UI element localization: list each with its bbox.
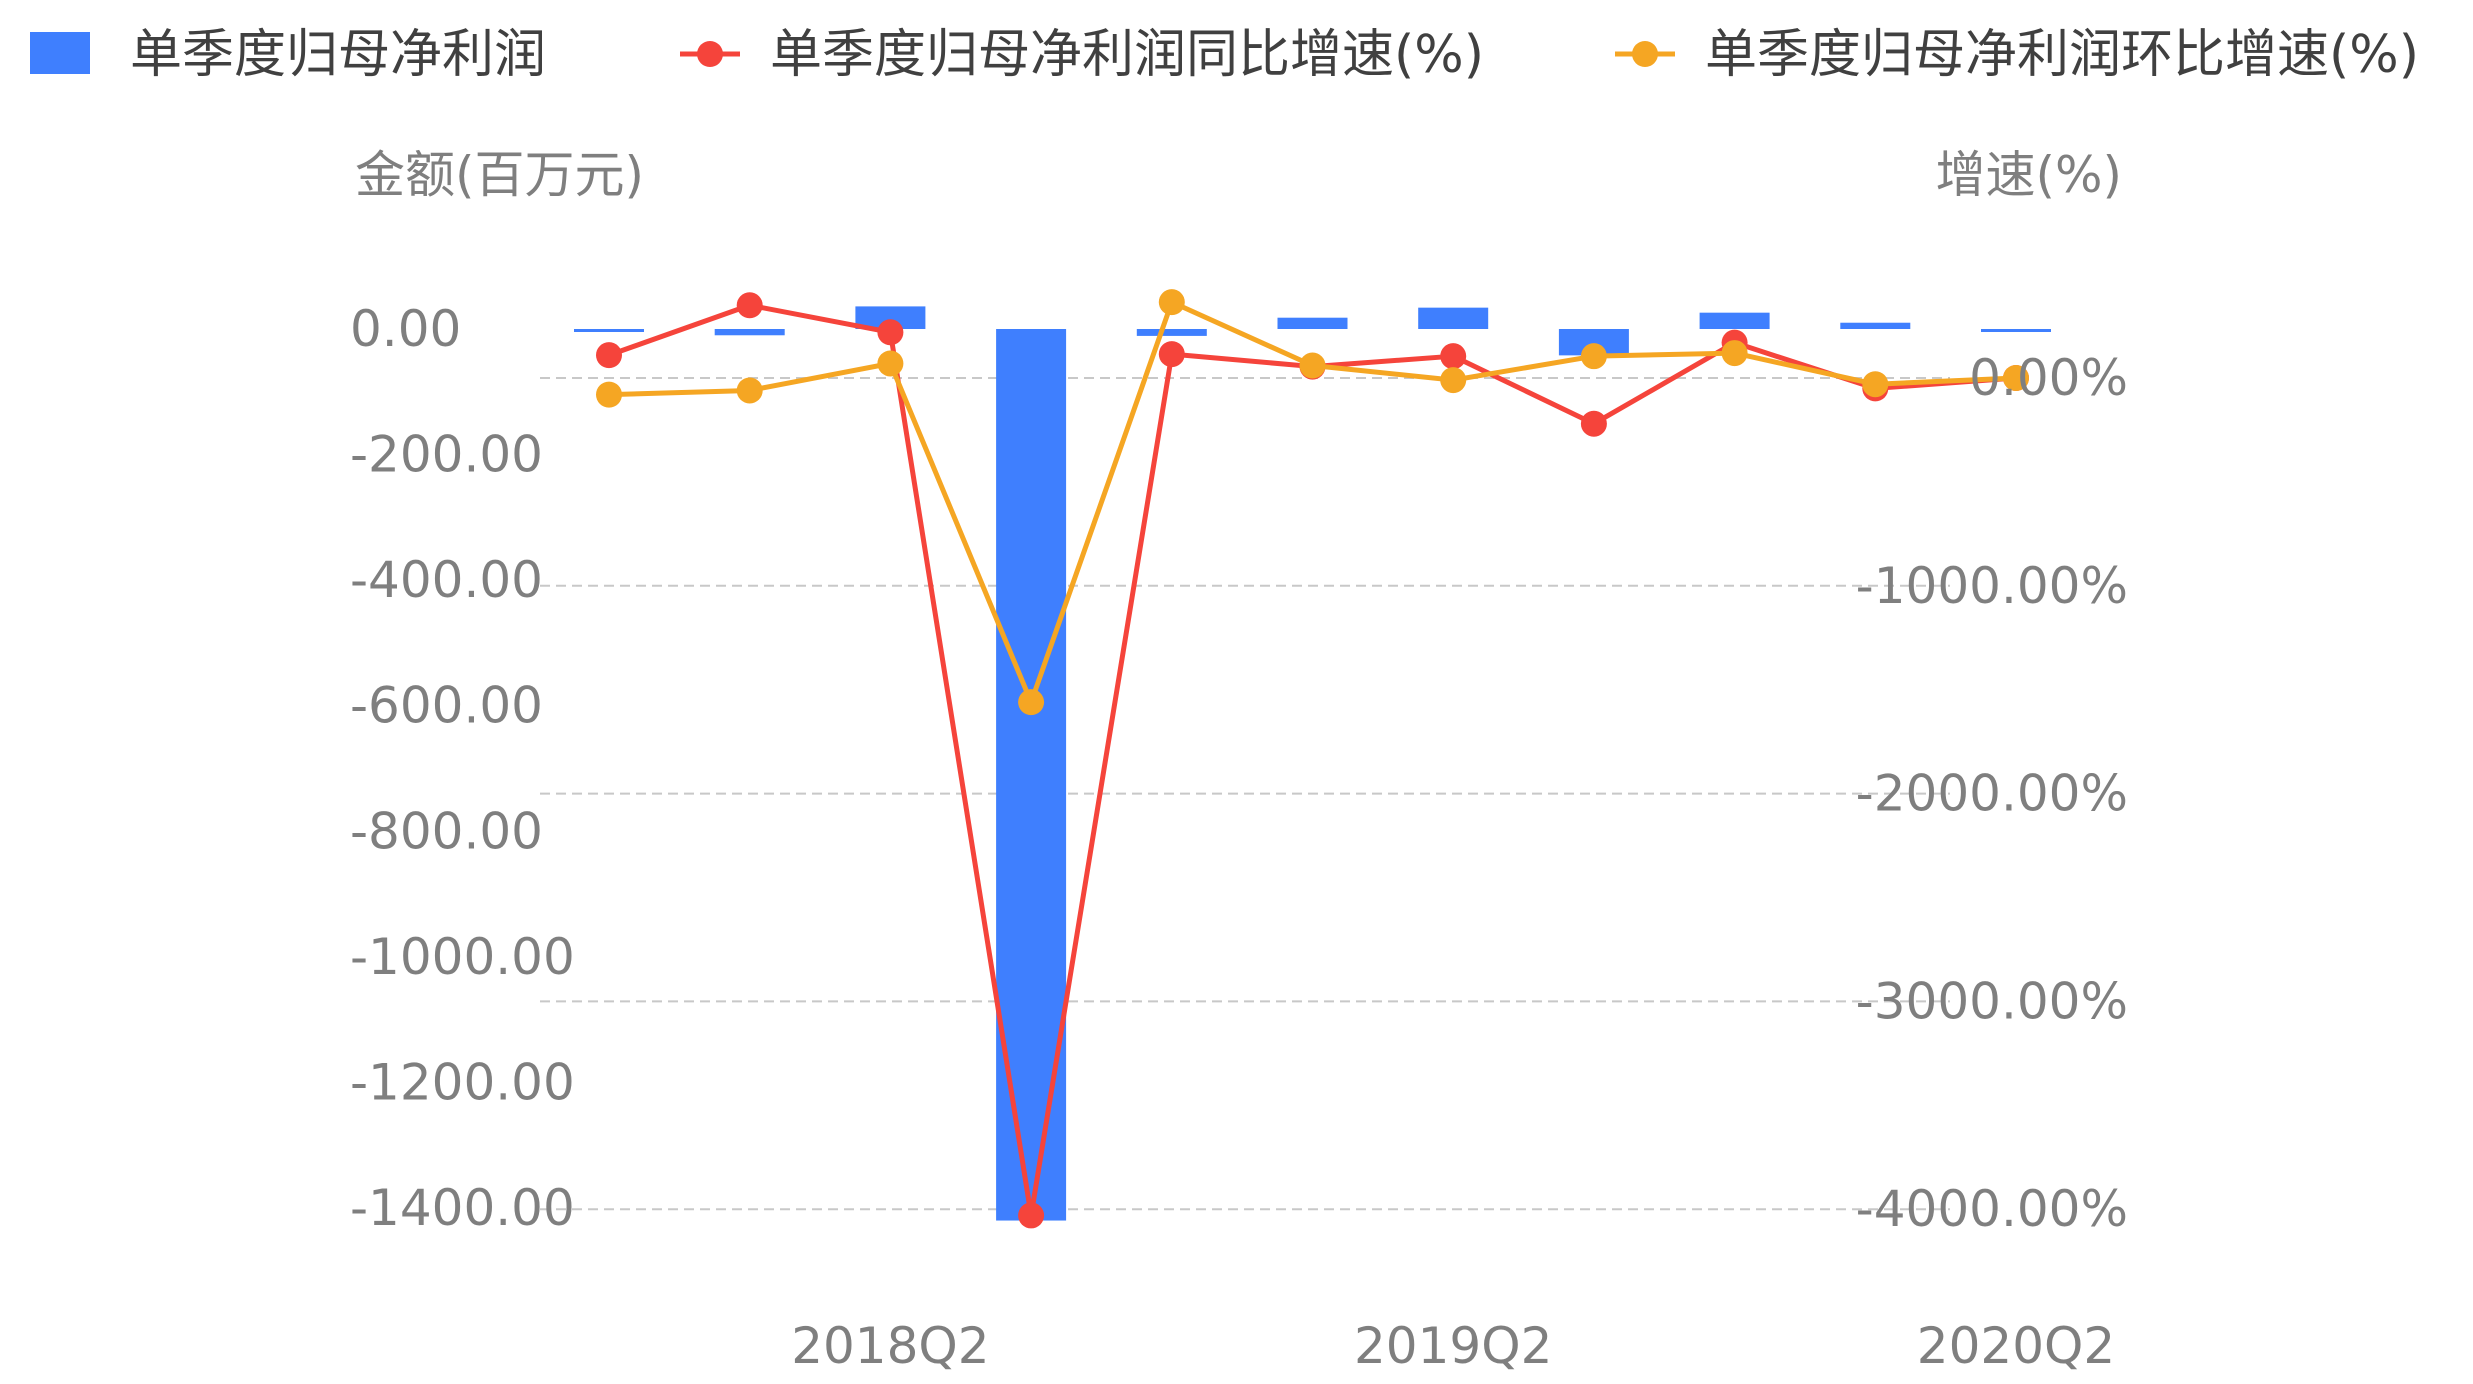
line-point [736, 292, 763, 319]
right-axis: 增速(%) 0.00% -1000.00% -2000.00% -3000.00% -4… [1856, 146, 2128, 1238]
left-axis: 金额(百万元) 0.00 -200.00 -400.00 -600.00 -800.00… [350, 146, 644, 1237]
line-point [1158, 289, 1185, 316]
bar [1136, 329, 1207, 336]
left-axis-tick-label: -200.00 [350, 426, 543, 484]
legend-label: 单季度归母净利润同比增速(%) [770, 25, 1484, 85]
bar [1699, 312, 1770, 329]
line-point [2003, 365, 2029, 391]
right-axis-tick-label: 0.00% [1969, 349, 2128, 407]
line-point [1721, 340, 1748, 367]
line-point [877, 319, 904, 346]
x-axis-tick-label: 2019Q2 [1354, 1317, 1552, 1375]
legend-label: 单季度归母净利润环比增速(%) [1705, 25, 2419, 85]
bar-series [574, 306, 2051, 1221]
line-point [596, 342, 622, 369]
bar [574, 329, 644, 332]
left-axis-tick-label: 0.00 [350, 300, 461, 358]
left-axis-tick-label: -400.00 [350, 551, 543, 609]
legend: 单季度归母净利润 单季度归母净利润同比增速(%) 单季度归母净利润环比增速(%) [30, 25, 2419, 85]
line-point [1018, 689, 1045, 716]
line-point [1299, 352, 1326, 379]
left-axis-tick-label: -1000.00 [350, 928, 575, 986]
bar [1277, 317, 1348, 329]
bar [714, 329, 785, 336]
line-point [1580, 410, 1607, 437]
series-line [608, 302, 2017, 1218]
legend-swatch-marker [697, 41, 723, 67]
right-axis-tick-label: -2000.00% [1856, 765, 2128, 823]
left-axis-tick-label: -1400.00 [350, 1179, 575, 1237]
line-point [1158, 341, 1185, 368]
grid-lines [540, 377, 1950, 1211]
left-axis-tick-label: -600.00 [350, 677, 543, 735]
x-axis-tick-label: 2020Q2 [1917, 1317, 2115, 1375]
line-point [877, 350, 904, 377]
line-point [1440, 367, 1467, 394]
right-axis-tick-label: -1000.00% [1856, 557, 2128, 615]
x-axis: 2018Q2 2019Q2 2020Q2 [791, 1317, 2115, 1375]
right-axis-tick-label: -4000.00% [1856, 1180, 2128, 1238]
line-point [1862, 371, 1889, 398]
bar [1981, 329, 2051, 332]
bar [996, 329, 1067, 1221]
right-axis-title: 增速(%) [1935, 146, 2122, 204]
line-point [736, 377, 763, 404]
left-axis-title: 金额(百万元) [355, 146, 644, 204]
right-axis-tick-label: -3000.00% [1856, 972, 2128, 1030]
legend-label: 单季度归母净利润 [130, 25, 546, 85]
bar [855, 306, 926, 329]
left-axis-tick-label: -800.00 [350, 802, 543, 860]
bar [1418, 307, 1489, 329]
line-series [596, 289, 2029, 1229]
legend-swatch-marker [1632, 41, 1658, 67]
left-axis-tick-label: -1200.00 [350, 1053, 575, 1111]
line-point [596, 381, 622, 408]
bar [1840, 322, 1911, 329]
line-point [1440, 343, 1467, 370]
line-point [1018, 1202, 1045, 1229]
line-point [1580, 343, 1607, 370]
legend-swatch-bar [30, 32, 90, 74]
x-axis-tick-label: 2018Q2 [791, 1317, 989, 1375]
